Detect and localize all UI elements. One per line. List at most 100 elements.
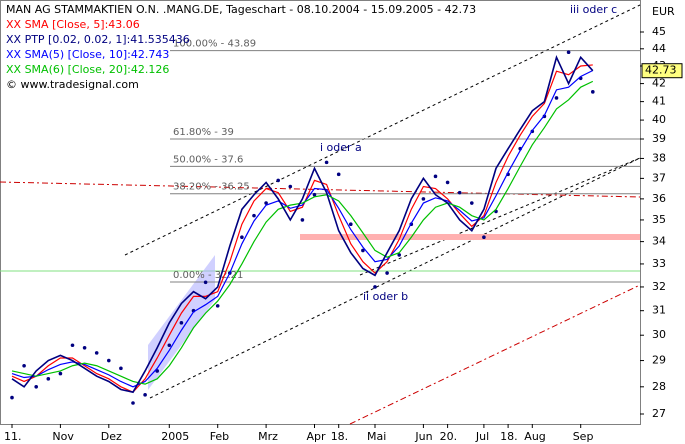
sar-dot [457, 190, 462, 195]
sar-dot [276, 178, 281, 183]
y-tick-label: 32 [652, 280, 666, 293]
sar-dot [433, 174, 438, 179]
copyright: © www.tradesignal.com [6, 78, 139, 91]
sar-dot [264, 201, 268, 205]
x-tick-label: 20. [440, 430, 458, 443]
sar-dot [58, 371, 63, 376]
sar-dot [82, 345, 87, 350]
last-value: 42.73 [645, 64, 677, 77]
sar-dot [252, 213, 256, 218]
annotation: i oder a [320, 141, 362, 154]
y-tick-label: 36 [652, 192, 666, 205]
sar-dot [131, 401, 135, 405]
channel-line [359, 157, 641, 276]
indicator-line [11, 64, 593, 393]
sar-dot [361, 248, 365, 253]
y-tick-label: 31 [652, 304, 666, 317]
fib-label: 38.20% - 36.25 [173, 182, 250, 193]
y-axis-label: EUR [652, 5, 675, 18]
x-tick-label: Apr [307, 430, 327, 443]
fib-label: 61.80% - 39 [173, 127, 234, 138]
sar-dot [349, 222, 353, 227]
x-tick-label: Mrz [258, 430, 278, 443]
y-tick-label: 29 [652, 354, 666, 367]
y-tick-label: 27 [652, 407, 666, 420]
x-tick-label: Feb [210, 430, 229, 443]
sar-dot [288, 184, 293, 189]
y-tick-label: 35 [652, 213, 666, 226]
x-tick-label: 2005 [161, 430, 189, 443]
sar-dot [470, 201, 474, 205]
sar-dot [482, 235, 486, 240]
y-tick-label: 28 [652, 380, 666, 393]
x-tick-label: Jun [414, 430, 432, 443]
fib-label: 100.00% - 43.89 [173, 39, 256, 50]
sar-dot [119, 366, 123, 371]
sar-dot [240, 235, 244, 240]
last-value-box [641, 63, 683, 79]
chart-title: MAN AG STAMMAKTIEN O.N. .MANG.DE, Tagesc… [6, 3, 476, 16]
x-tick-label: Jul [475, 430, 489, 443]
sar-dot [421, 197, 426, 201]
sar-dot [215, 304, 220, 308]
fib-label: 0.00% - 32.21 [173, 270, 243, 281]
y-tick-label: 30 [652, 328, 666, 341]
x-tick-label: Nov [52, 430, 74, 443]
sar-dot [143, 393, 147, 397]
sar-dot [300, 218, 305, 222]
x-tick-label: Aug [524, 430, 545, 443]
legend-entry: XX SMA(6) [Close, 20]:42.126 [6, 63, 169, 76]
sar-dot [566, 50, 571, 55]
indicator-line [11, 69, 594, 388]
sar-dot [324, 160, 329, 165]
sar-dot [445, 180, 450, 185]
x-tick-label: 18. [500, 430, 517, 443]
sar-dot [554, 96, 559, 100]
price-line [11, 55, 594, 394]
sar-dot [591, 90, 595, 94]
sar-dot [385, 271, 389, 275]
y-tick-label: 39 [652, 132, 666, 145]
x-tick-label: Mai [367, 430, 386, 443]
indicator-line [11, 80, 594, 385]
y-tick-label: 42 [652, 77, 666, 90]
sar-dot [46, 377, 51, 381]
sar-dot [179, 321, 184, 325]
sar-dot [94, 351, 99, 355]
legend-entry: XX PTP [0.02, 0.02, 1]:41.535436 [6, 33, 190, 46]
resistance-line [0, 181, 641, 198]
annotation: ii oder b [363, 290, 408, 303]
y-tick-label: 34 [652, 235, 666, 248]
legend-entry: XX SMA(5) [Close, 10]:42.743 [6, 48, 169, 61]
sar-dot [107, 358, 111, 363]
sar-dot [336, 172, 341, 177]
y-tick-label: 41 [652, 95, 666, 108]
sar-dot [70, 343, 75, 348]
legend-entry: XX SMA [Close, 5]:43.06 [6, 18, 140, 31]
zone [300, 234, 640, 240]
y-tick-label: 38 [652, 151, 666, 164]
y-tick-label: 33 [652, 257, 666, 270]
sar-dot [22, 363, 26, 368]
sar-dot [167, 343, 172, 348]
y-tick-label: 45 [652, 25, 666, 38]
sar-dot [312, 192, 317, 197]
annotation: iii oder c [570, 3, 617, 16]
sar-dot [203, 280, 208, 285]
fib-label: 50.00% - 37.6 [173, 154, 243, 165]
y-tick-label: 40 [652, 113, 666, 126]
y-tick-label: 44 [652, 42, 666, 55]
sar-dot [373, 285, 377, 289]
y-tick-label: 37 [652, 171, 666, 184]
sar-dot [10, 395, 14, 400]
sar-dot [397, 253, 402, 257]
x-tick-label: Sep [573, 430, 594, 443]
sar-dot [34, 385, 38, 389]
channel-line [149, 157, 641, 399]
plot-area [0, 0, 641, 425]
x-tick-label: Dez [101, 430, 122, 443]
x-tick-label: 18. [331, 430, 349, 443]
trend-line [349, 284, 641, 425]
x-tick-label: 11. [4, 430, 22, 443]
